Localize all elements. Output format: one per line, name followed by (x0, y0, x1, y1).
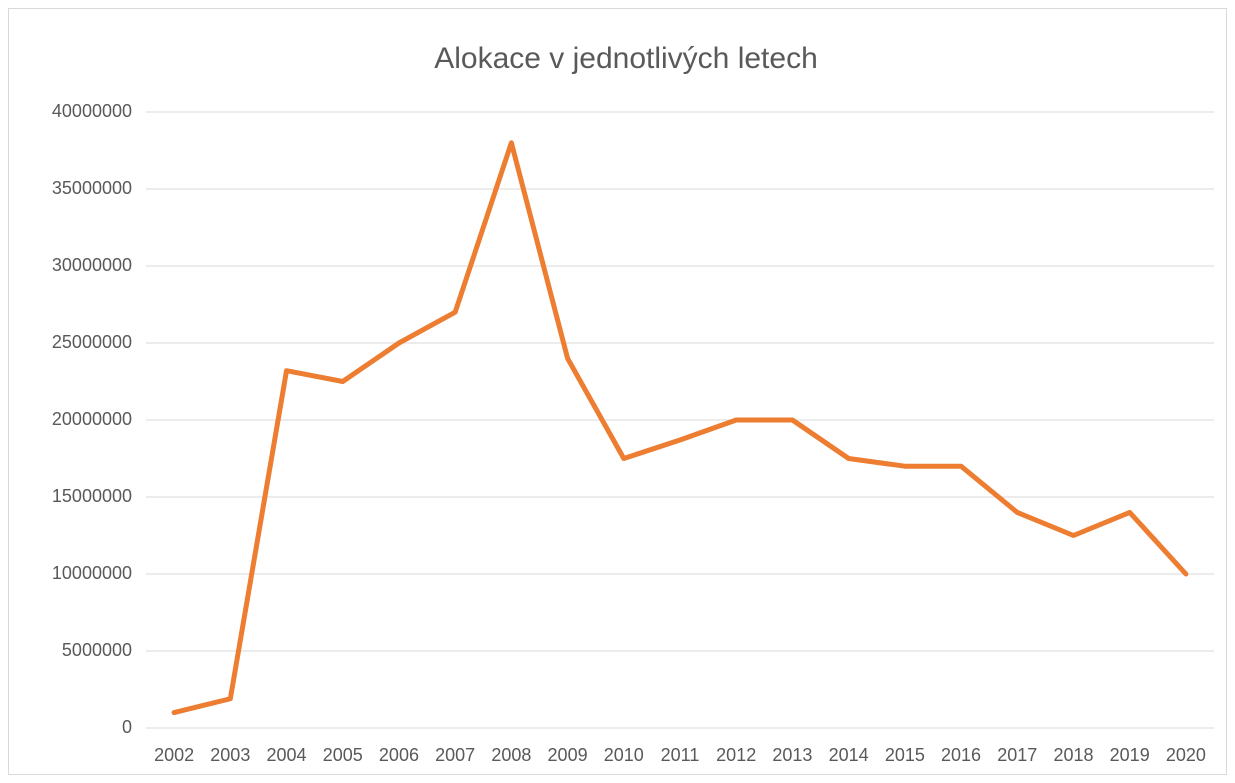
x-tick-label: 2009 (548, 745, 588, 765)
x-tick-label: 2017 (997, 745, 1037, 765)
x-tick-label: 2012 (716, 745, 756, 765)
y-tick-label: 15000000 (52, 486, 132, 506)
x-tick-label: 2020 (1166, 745, 1206, 765)
x-tick-label: 2019 (1110, 745, 1150, 765)
x-tick-label: 2004 (267, 745, 307, 765)
y-tick-label: 30000000 (52, 255, 132, 275)
x-tick-label: 2018 (1053, 745, 1093, 765)
y-tick-label: 20000000 (52, 409, 132, 429)
x-tick-label: 2014 (829, 745, 869, 765)
x-tick-label: 2003 (210, 745, 250, 765)
x-tick-label: 2011 (661, 745, 700, 765)
y-tick-label: 35000000 (52, 178, 132, 198)
chart-title: Alokace v jednotlivých letech (434, 42, 818, 75)
y-tick-label: 10000000 (52, 563, 132, 583)
y-tick-label: 40000000 (52, 101, 132, 121)
chart-border (8, 8, 1227, 775)
x-tick-label: 2005 (323, 745, 363, 765)
x-tick-label: 2006 (379, 745, 419, 765)
y-tick-label: 25000000 (52, 332, 132, 352)
x-tick-label: 2010 (604, 745, 644, 765)
x-tick-label: 2015 (885, 745, 925, 765)
x-tick-label: 2007 (435, 745, 475, 765)
y-tick-label: 0 (122, 717, 132, 737)
x-tick-label: 2013 (772, 745, 812, 765)
x-tick-label: 2016 (941, 745, 981, 765)
y-tick-label: 5000000 (62, 640, 132, 660)
x-tick-label: 2002 (154, 745, 194, 765)
x-tick-label: 2008 (491, 745, 531, 765)
line-series (171, 140, 1189, 716)
